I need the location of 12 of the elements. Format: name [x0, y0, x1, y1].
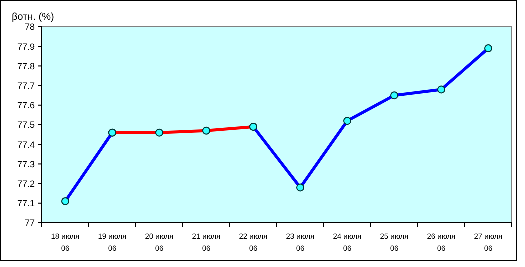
y-tick-label: 77.7	[17, 80, 35, 91]
y-tick-label: 77.2	[17, 178, 35, 189]
y-tick-label: 77.1	[17, 198, 35, 209]
y-tick-label: 77.8	[17, 61, 35, 72]
y-tick-label: 78	[24, 22, 35, 32]
y-tick-label: 77.5	[17, 120, 35, 130]
y-tick-label: 77.6	[17, 100, 35, 111]
y-tick-label: 77.9	[17, 42, 35, 52]
y-tick-label: 77.4	[17, 140, 35, 150]
y-tick-label: 77.3	[17, 159, 35, 170]
y-axis-title: βотн. (%)	[12, 12, 54, 23]
y-tick-label: 77	[24, 218, 35, 228]
